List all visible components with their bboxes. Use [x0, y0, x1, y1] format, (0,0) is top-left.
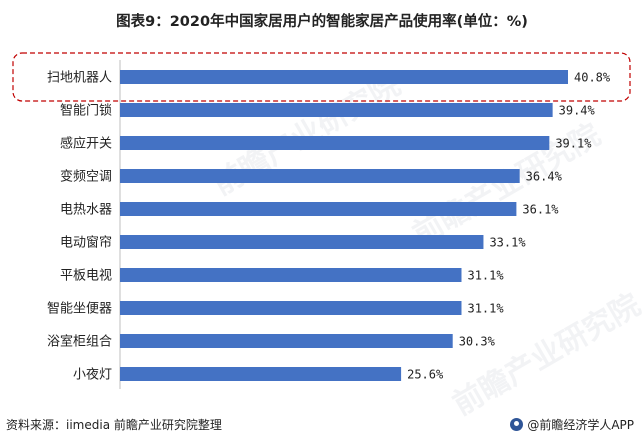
category-label: 智能坐便器 — [47, 302, 112, 317]
bar — [120, 103, 553, 117]
chart-title: 图表9：2020年中国家居用户的智能家居产品使用率(单位：%) — [116, 14, 528, 30]
category-label: 电动窗帘 — [60, 235, 112, 251]
category-label: 平板电视 — [60, 269, 112, 284]
data-label: 33.1% — [489, 236, 526, 250]
data-label: 36.4% — [526, 170, 563, 184]
category-label: 智能门锁 — [60, 103, 112, 119]
bar — [120, 268, 462, 282]
bar — [120, 202, 517, 216]
category-label: 感应开关 — [60, 136, 112, 152]
brand-logo-icon — [510, 418, 524, 431]
bar-chart: 扫地机器人 40.8% 智能门锁 39.4% 感应开关 39.1% 变频空调 36.4% 电热水… — [12, 52, 631, 389]
data-label: 31.1% — [467, 269, 504, 283]
bar — [120, 70, 568, 84]
data-label: 25.6% — [407, 368, 444, 382]
category-label: 变频空调 — [60, 169, 112, 185]
category-label: 小夜灯 — [73, 368, 112, 383]
bar — [120, 169, 520, 183]
bar — [120, 334, 453, 348]
bar — [120, 367, 402, 381]
data-label: 36.1% — [522, 203, 559, 217]
category-label: 电热水器 — [60, 203, 112, 218]
data-label: 39.4% — [559, 104, 596, 118]
highlight-box — [12, 52, 631, 102]
source-note: 资料来源：iimedia 前瞻产业研究院整理 — [6, 418, 222, 432]
data-label: 31.1% — [467, 302, 504, 316]
data-label: 40.8% — [574, 71, 611, 85]
data-label: 30.3% — [459, 335, 496, 349]
data-label: 39.1% — [555, 137, 592, 151]
category-label: 浴室柜组合 — [47, 334, 112, 350]
category-label: 扫地机器人 — [47, 71, 112, 86]
brand-mark: @前瞻经济学人APP — [510, 416, 634, 433]
bar — [120, 301, 462, 315]
brand-text: @前瞻经济学人APP — [527, 418, 634, 432]
bar — [120, 235, 484, 249]
bar — [120, 136, 550, 150]
